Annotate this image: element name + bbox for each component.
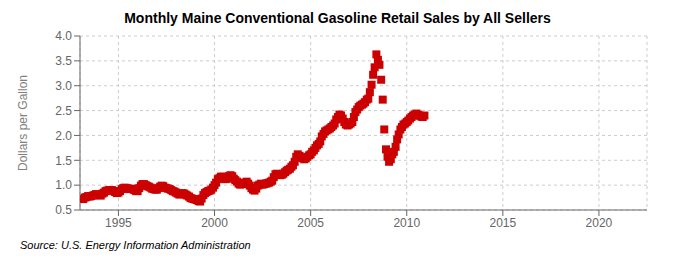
svg-text:4.0: 4.0 [55, 29, 72, 43]
svg-text:2.5: 2.5 [55, 104, 72, 118]
svg-text:3.0: 3.0 [55, 79, 72, 93]
svg-text:0.5: 0.5 [55, 203, 72, 217]
svg-text:2000: 2000 [201, 216, 228, 230]
html-text:Source: U.S. Energy Informatio: Source: U.S. Energy Information Administ… [20, 239, 251, 251]
svg-text:1995: 1995 [105, 216, 132, 230]
svg-text:1.5: 1.5 [55, 154, 72, 168]
svg-text:2015: 2015 [489, 216, 516, 230]
svg-text:3.5: 3.5 [55, 54, 72, 68]
html-text:Monthly Maine Conventional Gas: Monthly Maine Conventional Gasoline Reta… [124, 10, 551, 26]
svg-text:2010: 2010 [393, 216, 420, 230]
svg-text:2020: 2020 [586, 216, 613, 230]
svg-text:2.0: 2.0 [55, 129, 72, 143]
svg-text:Dollars per Gallon: Dollars per Gallon [16, 75, 30, 171]
svg-text:1.0: 1.0 [55, 178, 72, 192]
svg-text:2005: 2005 [297, 216, 324, 230]
